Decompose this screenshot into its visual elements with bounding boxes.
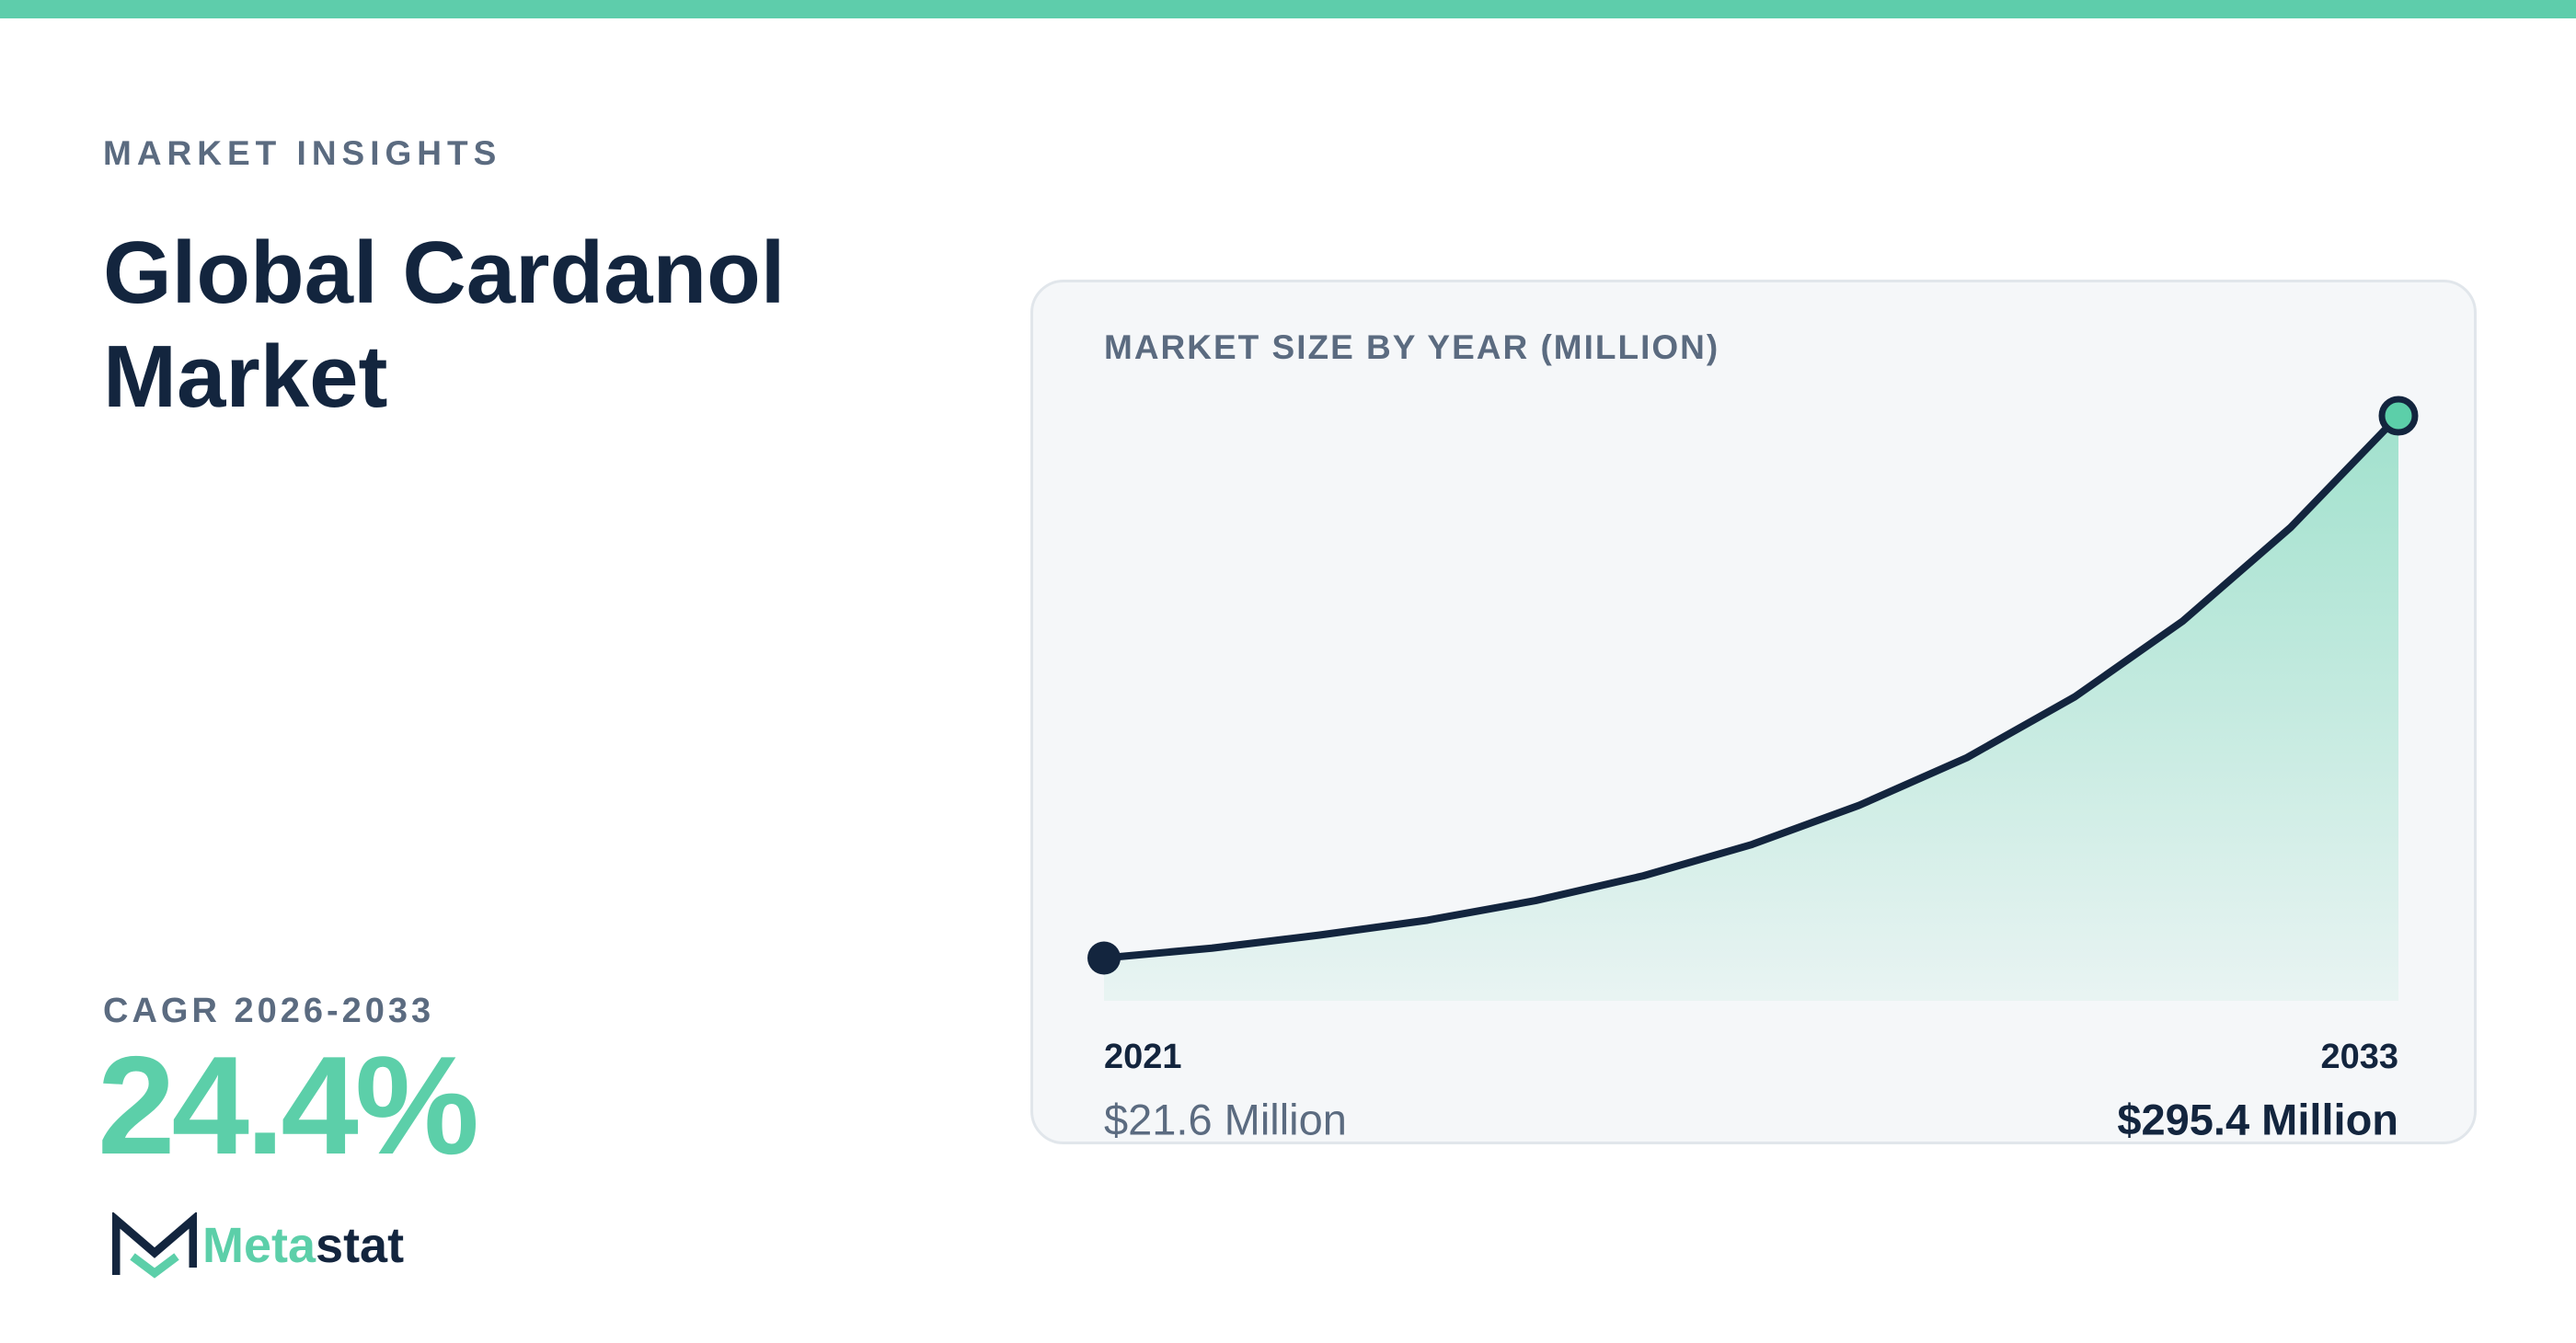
value-label: $21.6 Million bbox=[1104, 1095, 1347, 1143]
page-title: Global Cardanol Market bbox=[103, 224, 786, 426]
cagr-label: CAGR 2026-2033 bbox=[103, 992, 435, 1030]
x-tick-label: 2033 bbox=[2320, 1038, 2398, 1076]
cagr-value: 24.4% bbox=[98, 1027, 479, 1184]
value-label: $295.4 Million bbox=[2117, 1095, 2398, 1143]
start-point bbox=[1087, 941, 1121, 975]
x-tick-label: 2021 bbox=[1104, 1038, 1182, 1076]
brand-first: Meta bbox=[202, 1218, 316, 1273]
eyebrow: MARKET INSIGHTS bbox=[103, 134, 502, 172]
logo-mark bbox=[112, 1212, 197, 1279]
line bbox=[1103, 413, 2401, 962]
brand-logo: Metastat bbox=[112, 1212, 404, 1279]
top-bar bbox=[0, 0, 2576, 18]
brand-second: stat bbox=[316, 1218, 405, 1273]
area bbox=[1104, 416, 2398, 1001]
end-point bbox=[2378, 396, 2419, 436]
chart-title: MARKET SIZE BY YEAR (MILLION) bbox=[1104, 328, 1719, 366]
brand-name: Metastat bbox=[202, 1217, 404, 1274]
